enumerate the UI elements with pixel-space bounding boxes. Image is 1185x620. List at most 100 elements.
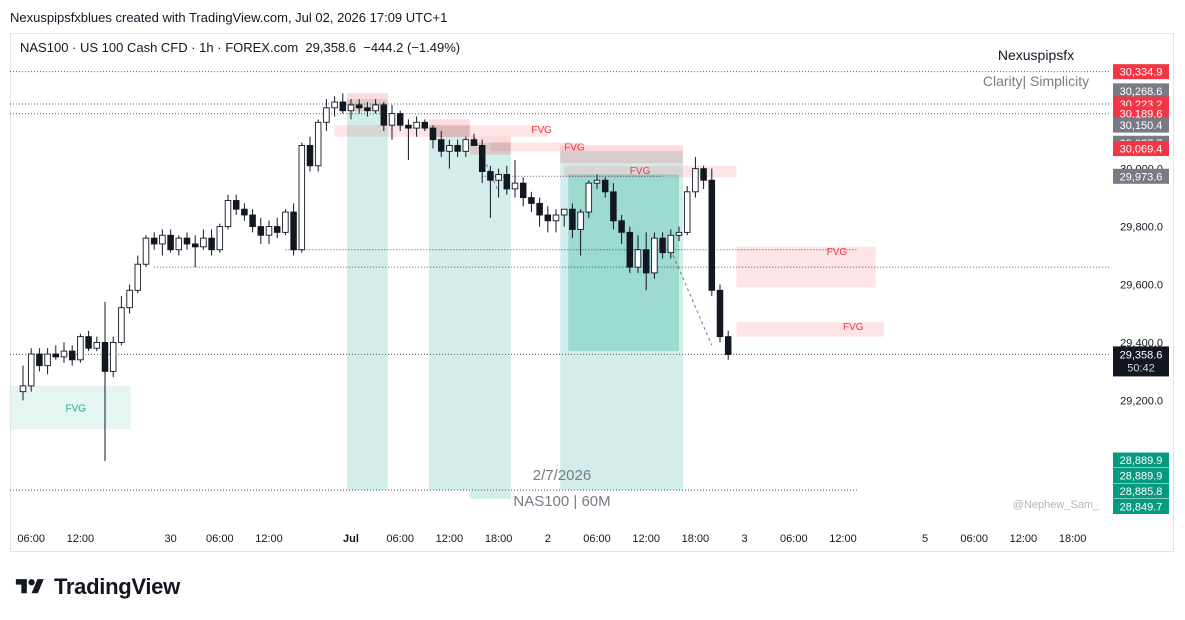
candle — [249, 214, 256, 228]
candle — [429, 127, 437, 141]
session-zone-1 — [429, 125, 470, 491]
last-price-value: 29,358.6 — [305, 40, 356, 55]
tradingview-brand[interactable]: TradingView — [12, 574, 180, 600]
symbol-description[interactable]: NAS100 · US 100 Cash CFD · 1h · FOREX.co… — [20, 40, 299, 55]
candle — [462, 139, 470, 152]
x-tick-label: 30 — [164, 533, 176, 545]
candle — [544, 214, 552, 222]
candle — [503, 173, 511, 190]
candle — [200, 237, 207, 248]
x-tick-label: 12:00 — [255, 533, 283, 545]
candle — [659, 237, 666, 254]
fvg-label: FVG — [843, 322, 864, 333]
candle — [355, 104, 363, 109]
bearish-fvg-zone-1 — [490, 142, 581, 152]
candle — [724, 336, 732, 355]
candle — [364, 107, 371, 112]
x-tick-label: Jul — [343, 533, 359, 545]
fvg-label: FVG — [531, 125, 552, 136]
candle — [290, 211, 297, 251]
price-label: 30,334.9 — [1120, 67, 1163, 79]
publisher-line: Nexuspipsfxblues created with TradingVie… — [10, 10, 448, 25]
x-tick-label: 18:00 — [682, 533, 710, 545]
price-label-bg — [1113, 499, 1169, 514]
x-tick-label: 06:00 — [386, 533, 414, 545]
candle — [93, 341, 101, 349]
session-top-zone-1 — [429, 119, 470, 138]
fvg-label: FVG — [827, 247, 848, 258]
x-tick-label: 12:00 — [67, 533, 95, 545]
candle — [306, 145, 314, 167]
candle — [101, 341, 109, 372]
price-label-bg — [1113, 106, 1169, 122]
candle — [167, 234, 174, 251]
x-tick-label: 18:00 — [485, 533, 513, 545]
bearish-fvg-zone-4 — [736, 322, 884, 337]
watermark-author: Nexuspipsfx — [998, 47, 1074, 63]
zones-layer — [11, 93, 884, 499]
price-label: 28,889.9 — [1120, 471, 1163, 483]
projection-line — [670, 249, 713, 346]
session-core-zone — [568, 174, 679, 352]
symbol-legend[interactable]: NAS100 · US 100 Cash CFD · 1h · FOREX.co… — [20, 40, 460, 55]
candle — [577, 211, 584, 230]
candle — [77, 336, 84, 361]
candle — [528, 197, 535, 204]
price-label-bg — [1113, 468, 1169, 483]
price-label: 28,885.8 — [1120, 486, 1163, 498]
fvg-label: FVG — [630, 166, 651, 177]
candle — [454, 145, 461, 152]
y-tick-label: 29,800.0 — [1120, 222, 1163, 234]
candle — [667, 234, 675, 254]
x-tick-label: 12:00 — [436, 533, 464, 545]
candle — [601, 179, 609, 193]
fvg-label: FVG — [66, 404, 87, 415]
candle — [191, 243, 199, 248]
x-tick-label: 06:00 — [206, 533, 234, 545]
candle — [257, 226, 265, 236]
candle — [487, 171, 494, 181]
candle — [150, 237, 158, 245]
candle — [421, 121, 429, 129]
candle — [593, 179, 601, 184]
candle — [470, 139, 478, 146]
candle — [68, 350, 76, 361]
price-label-bg — [1113, 483, 1169, 499]
candle — [134, 263, 142, 291]
candle — [109, 341, 117, 372]
x-tick-label: 06:00 — [960, 533, 988, 545]
candle — [683, 191, 691, 233]
candle — [642, 249, 650, 274]
candle — [651, 237, 658, 274]
price-label: 29,973.6 — [1120, 171, 1163, 183]
candle — [142, 237, 150, 265]
candle — [708, 179, 716, 291]
y-tick-label: 29,200.0 — [1120, 395, 1163, 407]
candle — [437, 139, 445, 152]
candle — [282, 211, 289, 233]
price-label: 28,849.7 — [1120, 502, 1163, 514]
candle — [692, 168, 699, 193]
session-top-zone-3 — [560, 145, 683, 164]
candle — [396, 113, 404, 126]
candle — [265, 226, 273, 236]
candle — [610, 191, 617, 222]
price-label-bg — [1113, 83, 1169, 99]
price-label: 30,150.4 — [1120, 120, 1163, 132]
tradingview-logo-icon — [15, 579, 44, 594]
candle — [413, 121, 420, 129]
watermark-layer: Nexuspipsfx Clarity| Simplicity 2/7/2026… — [513, 47, 1100, 511]
candle — [208, 237, 215, 251]
candle — [388, 113, 396, 126]
candle — [298, 145, 306, 251]
candle — [224, 200, 232, 228]
candle — [405, 124, 412, 129]
last-price-label-bg — [1113, 346, 1169, 377]
candle — [339, 101, 347, 112]
price-label: 28,889.9 — [1120, 455, 1163, 467]
candle — [372, 104, 379, 112]
overlay-layer: FVG FVG FVG FVG FVG FVG — [66, 125, 864, 414]
price-label: 30,268.6 — [1120, 86, 1163, 98]
x-tick-label: 3 — [742, 533, 748, 545]
